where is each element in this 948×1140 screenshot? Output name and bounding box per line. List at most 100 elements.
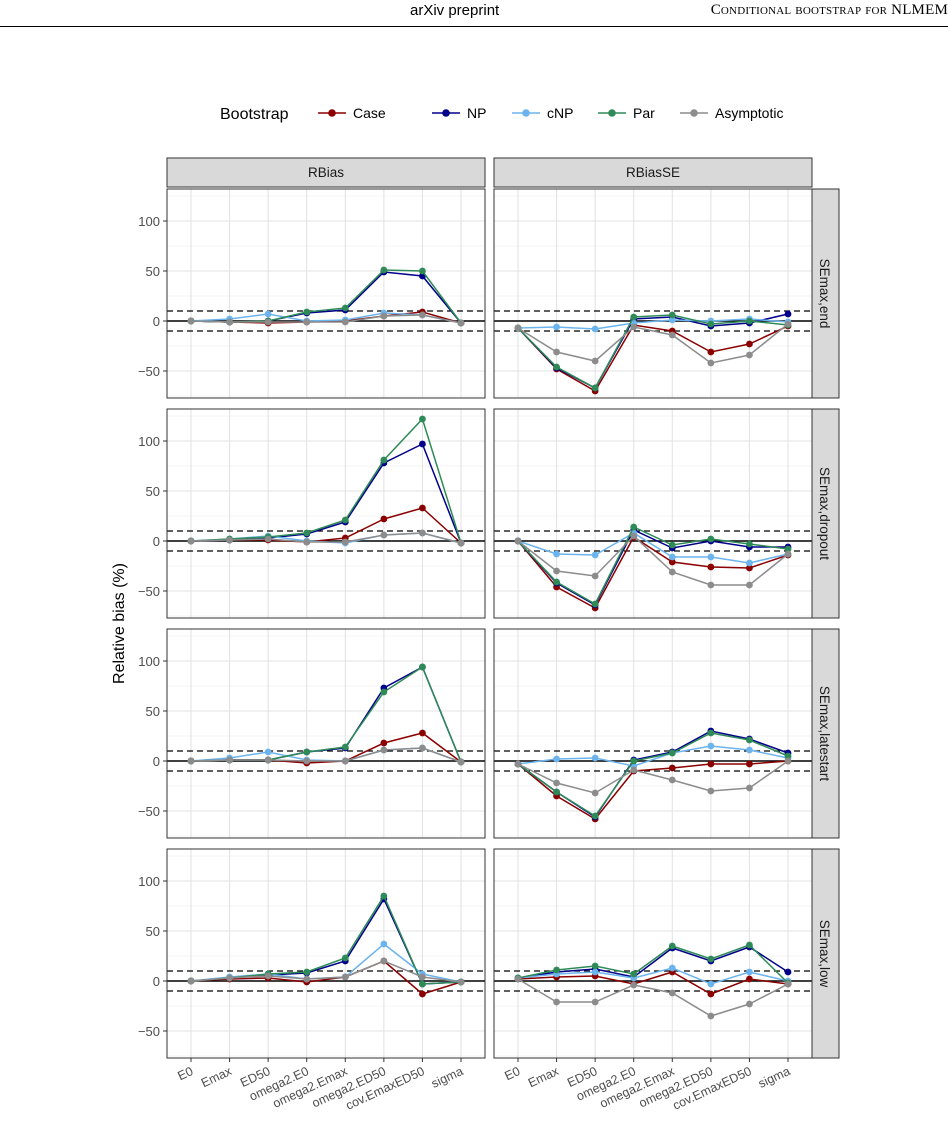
panel-rbias-semax-end bbox=[166, 188, 486, 399]
data-point-asymptotic bbox=[226, 536, 233, 544]
y-tick-label: −50 bbox=[138, 1024, 160, 1039]
data-point-asymptotic bbox=[303, 538, 311, 546]
data-point-cnp bbox=[746, 968, 753, 976]
data-point-par bbox=[341, 743, 349, 751]
legend-label-np: NP bbox=[467, 105, 486, 121]
data-point-par bbox=[591, 384, 599, 392]
data-point-asymptotic bbox=[380, 746, 388, 754]
y-tick-label: 0 bbox=[153, 314, 160, 329]
data-point-par bbox=[707, 320, 715, 328]
row-strip-label-semax-latestart: SEmax,latestart bbox=[817, 686, 832, 782]
data-point-case bbox=[419, 504, 426, 512]
data-point-asymptotic bbox=[668, 568, 676, 576]
y-tick-label: 0 bbox=[153, 974, 160, 989]
panel-border bbox=[493, 188, 813, 399]
data-point-asymptotic bbox=[341, 318, 349, 326]
data-point-case bbox=[707, 348, 715, 356]
data-point-asymptotic bbox=[591, 357, 599, 365]
data-point-asymptotic bbox=[630, 766, 638, 774]
data-point-asymptotic bbox=[784, 757, 792, 765]
data-point-par bbox=[630, 523, 638, 531]
panel-background bbox=[494, 189, 812, 398]
data-point-par bbox=[707, 729, 715, 737]
data-point-asymptotic bbox=[707, 359, 715, 367]
x-tick-label-emax: Emax bbox=[199, 1064, 235, 1091]
data-point-np bbox=[784, 968, 792, 976]
y-tick-label: 100 bbox=[138, 434, 160, 449]
header-right-text: Conditional bootstrap for NLMEM bbox=[710, 2, 948, 18]
data-point-asymptotic bbox=[226, 318, 233, 326]
data-point-par bbox=[784, 752, 792, 760]
data-point-cnp bbox=[668, 553, 676, 561]
panel-border bbox=[166, 628, 486, 839]
panel-border bbox=[166, 408, 486, 619]
panel-rbiasse-semax-end bbox=[493, 188, 813, 399]
data-point-par bbox=[380, 688, 388, 696]
data-point-asymptotic bbox=[457, 758, 465, 766]
row-strip-label-semax-low: SEmax,low bbox=[817, 920, 832, 988]
data-point-asymptotic bbox=[264, 756, 272, 764]
series-line-cnp bbox=[517, 532, 789, 564]
legend-label-case: Case bbox=[353, 105, 386, 121]
data-point-par bbox=[591, 812, 599, 820]
data-point-par bbox=[668, 311, 676, 319]
series-line-case bbox=[517, 535, 789, 610]
data-point-asymptotic bbox=[419, 973, 426, 981]
data-point-par bbox=[341, 954, 349, 962]
header-rule bbox=[0, 26, 948, 27]
y-tick-label: 0 bbox=[153, 534, 160, 549]
data-point-cnp bbox=[668, 316, 676, 324]
legend-label-cnp: cNP bbox=[547, 105, 573, 121]
data-point-asymptotic bbox=[591, 789, 599, 797]
x-tick-label-emax: Emax bbox=[526, 1064, 562, 1091]
data-point-asymptotic bbox=[630, 532, 638, 540]
data-point-case bbox=[419, 729, 426, 737]
legend-label-asymptotic: Asymptotic bbox=[715, 105, 783, 121]
data-point-par bbox=[668, 541, 676, 549]
data-point-par bbox=[707, 535, 715, 543]
column-strip-label-rbias: RBias bbox=[308, 165, 344, 180]
series-line-cnp bbox=[517, 318, 789, 330]
y-tick-label: 100 bbox=[138, 654, 160, 669]
data-point-asymptotic bbox=[187, 537, 195, 545]
panel-border bbox=[166, 848, 486, 1059]
legend-title: Bootstrap bbox=[220, 106, 289, 123]
data-point-asymptotic bbox=[264, 318, 272, 326]
y-tick-label: 50 bbox=[146, 704, 160, 719]
data-point-cnp bbox=[707, 553, 715, 561]
panel-border bbox=[493, 628, 813, 839]
column-strip-rbias bbox=[166, 157, 486, 188]
data-point-par bbox=[630, 970, 638, 978]
data-point-cnp bbox=[591, 325, 599, 333]
data-point-par bbox=[303, 748, 311, 756]
y-axis-label: Relative bias (%) bbox=[111, 563, 128, 684]
y-tick-label: −50 bbox=[138, 584, 160, 599]
panel-background bbox=[167, 189, 485, 398]
data-point-par bbox=[746, 540, 753, 548]
series-line-asymptotic bbox=[190, 747, 462, 763]
data-point-case bbox=[746, 340, 753, 348]
data-point-par bbox=[303, 968, 311, 976]
data-point-case bbox=[419, 990, 426, 998]
data-point-cnp bbox=[264, 310, 272, 318]
series-line-par bbox=[517, 944, 789, 984]
data-point-cnp bbox=[707, 742, 715, 750]
series-line-asymptotic bbox=[517, 323, 789, 364]
panel-border bbox=[166, 188, 486, 399]
data-point-par bbox=[380, 456, 388, 464]
data-point-asymptotic bbox=[187, 977, 195, 985]
legend-label-par: Par bbox=[633, 105, 655, 121]
data-point-cnp bbox=[707, 980, 715, 988]
data-point-asymptotic bbox=[707, 787, 715, 795]
series-line-par bbox=[517, 732, 789, 818]
series-line-asymptotic bbox=[190, 314, 462, 324]
panel-rbiasse-semax-latestart bbox=[493, 628, 813, 839]
data-point-asymptotic bbox=[187, 757, 195, 765]
panel-background bbox=[494, 629, 812, 838]
y-tick-label: 100 bbox=[138, 874, 160, 889]
series-line-asymptotic bbox=[190, 960, 462, 983]
series-line-case bbox=[190, 960, 462, 995]
data-point-asymptotic bbox=[746, 784, 753, 792]
data-point-asymptotic bbox=[553, 348, 560, 356]
